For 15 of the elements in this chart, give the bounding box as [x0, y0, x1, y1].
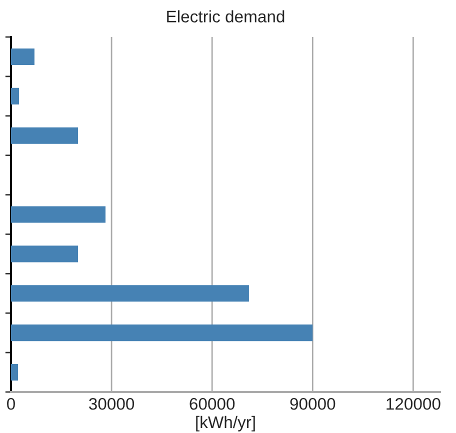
- x-tick-label: 30000: [89, 398, 134, 410]
- bar: [11, 285, 249, 302]
- bar: [11, 246, 78, 262]
- bar: [11, 48, 34, 66]
- bar: [11, 324, 313, 342]
- x-tick-label: 0: [7, 398, 15, 410]
- chart-title: Electric demand: [167, 10, 284, 22]
- bar: [11, 206, 106, 223]
- x-tick-label: 60000: [190, 398, 235, 410]
- bar: [11, 88, 20, 104]
- x-axis-title: [kWh/yr]: [196, 416, 255, 432]
- bar: [11, 127, 78, 144]
- bar: [11, 364, 18, 381]
- x-tick-label: 120000: [386, 398, 440, 410]
- x-tick-label: 90000: [290, 398, 336, 410]
